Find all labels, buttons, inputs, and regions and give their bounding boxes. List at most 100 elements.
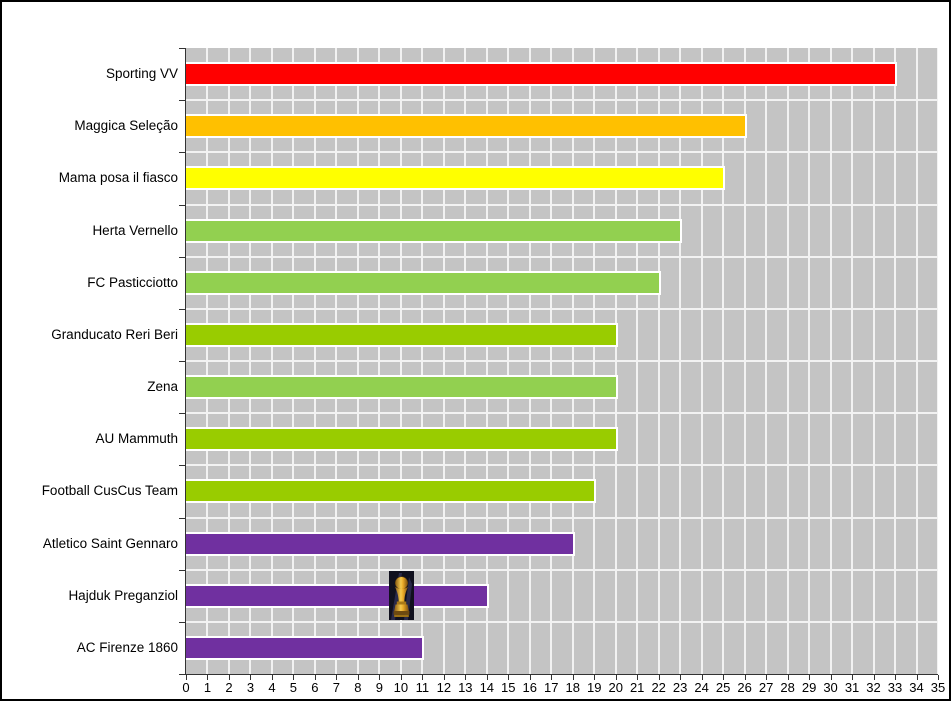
x-tick-label-8: 8 — [354, 680, 362, 695]
y-axis-tick — [179, 413, 185, 414]
y-axis-tick — [179, 257, 185, 258]
x-axis-tick — [336, 675, 337, 680]
category-label-football-cuscus-team: Football CusCus Team — [41, 483, 178, 499]
x-tick-label-28: 28 — [780, 680, 795, 695]
x-tick-label-17: 17 — [544, 680, 559, 695]
x-tick-label-32: 32 — [866, 680, 881, 695]
x-axis-tick — [508, 675, 509, 680]
x-tick-label-19: 19 — [586, 680, 602, 695]
x-axis-tick — [594, 675, 595, 680]
x-axis-tick — [680, 675, 681, 680]
x-tick-label-2: 2 — [225, 680, 233, 695]
horizontal-gridline — [186, 360, 938, 362]
x-tick-label-7: 7 — [332, 680, 340, 695]
x-tick-label-25: 25 — [715, 680, 731, 695]
x-axis-tick — [250, 675, 251, 680]
bar-atletico-saint-gennaro — [186, 531, 575, 556]
x-axis-tick — [530, 675, 531, 680]
x-axis-tick — [186, 675, 187, 680]
category-label-ac-firenze-1860: AC Firenze 1860 — [76, 639, 178, 655]
x-axis-tick — [207, 675, 208, 680]
x-axis-tick — [766, 675, 767, 680]
bar-zena — [186, 375, 618, 400]
x-axis-tick — [487, 675, 488, 680]
x-tick-label-35: 35 — [930, 680, 946, 695]
x-axis-tick — [637, 675, 638, 680]
bar-football-cuscus-team — [186, 479, 597, 504]
x-axis-tick — [444, 675, 445, 680]
x-tick-label-16: 16 — [522, 680, 537, 695]
x-axis-tick — [293, 675, 294, 680]
horizontal-gridline — [186, 255, 938, 258]
x-tick-label-0: 0 — [182, 680, 190, 695]
x-axis-tick — [917, 675, 918, 680]
bar-herta-vernello — [186, 218, 683, 243]
bar-mama-posa-il-fiasco — [186, 166, 726, 191]
y-axis-tick — [179, 100, 185, 101]
x-tick-label-30: 30 — [823, 680, 838, 695]
horizontal-gridline — [186, 99, 938, 102]
x-tick-label-9: 9 — [375, 680, 383, 695]
category-label-zena: Zena — [147, 379, 178, 395]
x-axis-tick — [229, 675, 230, 680]
x-axis-tick — [422, 675, 423, 680]
x-axis-tick — [551, 675, 552, 680]
x-tick-label-31: 31 — [844, 680, 860, 695]
horizontal-gridline — [186, 568, 938, 571]
y-axis-tick — [179, 48, 185, 49]
horizontal-gridline — [186, 412, 938, 415]
x-axis-tick — [401, 675, 402, 680]
bar-ac-firenze-1860 — [186, 635, 425, 660]
x-tick-label-12: 12 — [436, 680, 452, 695]
category-label-sporting-vv: Sporting VV — [105, 66, 178, 82]
x-axis-tick — [465, 675, 466, 680]
x-tick-label-6: 6 — [311, 680, 319, 695]
x-axis-tick — [573, 675, 574, 680]
category-label-maggica-sele-o: Maggica Seleção — [74, 118, 178, 134]
horizontal-gridline — [186, 464, 938, 467]
x-axis-tick — [831, 675, 832, 680]
x-axis-tick — [379, 675, 380, 680]
x-axis-tick — [358, 675, 359, 680]
x-axis-tick — [895, 675, 896, 680]
x-tick-label-10: 10 — [393, 680, 409, 695]
category-label-herta-vernello: Herta Vernello — [92, 222, 178, 238]
x-axis-tick — [616, 675, 617, 680]
x-axis-tick — [874, 675, 875, 680]
horizontal-gridline — [186, 516, 938, 519]
x-tick-label-24: 24 — [694, 680, 709, 695]
x-axis-tick — [659, 675, 660, 680]
y-axis-tick — [179, 622, 185, 623]
bar-fc-pasticciotto — [186, 270, 661, 295]
x-axis-tick — [745, 675, 746, 680]
x-axis-tick — [788, 675, 789, 680]
horizontal-gridline — [186, 307, 938, 310]
y-axis-tick — [179, 674, 185, 675]
category-label-atletico-saint-gennaro: Atletico Saint Gennaro — [42, 535, 178, 551]
category-label-hajduk-preganziol: Hajduk Preganziol — [68, 587, 178, 603]
horizontal-gridline — [186, 203, 938, 206]
x-tick-label-15: 15 — [501, 680, 516, 695]
x-tick-label-21: 21 — [629, 680, 645, 695]
x-axis-tick — [723, 675, 724, 680]
x-tick-label-1: 1 — [203, 680, 212, 695]
x-axis-tick — [852, 675, 853, 680]
x-tick-label-33: 33 — [887, 680, 903, 695]
x-tick-label-3: 3 — [246, 680, 255, 695]
x-tick-label-14: 14 — [479, 680, 495, 695]
x-tick-label-5: 5 — [289, 680, 298, 695]
x-tick-label-26: 26 — [737, 680, 752, 695]
world-cup-trophy-image — [389, 571, 415, 621]
x-tick-label-18: 18 — [565, 680, 580, 695]
x-axis-tick — [272, 675, 273, 680]
x-tick-label-13: 13 — [458, 680, 473, 695]
x-axis-tick — [315, 675, 316, 680]
bar-au-mammuth — [186, 427, 618, 452]
x-tick-label-4: 4 — [268, 680, 276, 695]
category-label-mama-posa-il-fiasco: Mama posa il fiasco — [58, 170, 178, 186]
y-axis-tick — [179, 152, 185, 153]
category-label-au-mammuth: AU Mammuth — [95, 431, 178, 447]
x-tick-label-22: 22 — [651, 680, 666, 695]
bar-hajduk-preganziol — [186, 583, 489, 608]
